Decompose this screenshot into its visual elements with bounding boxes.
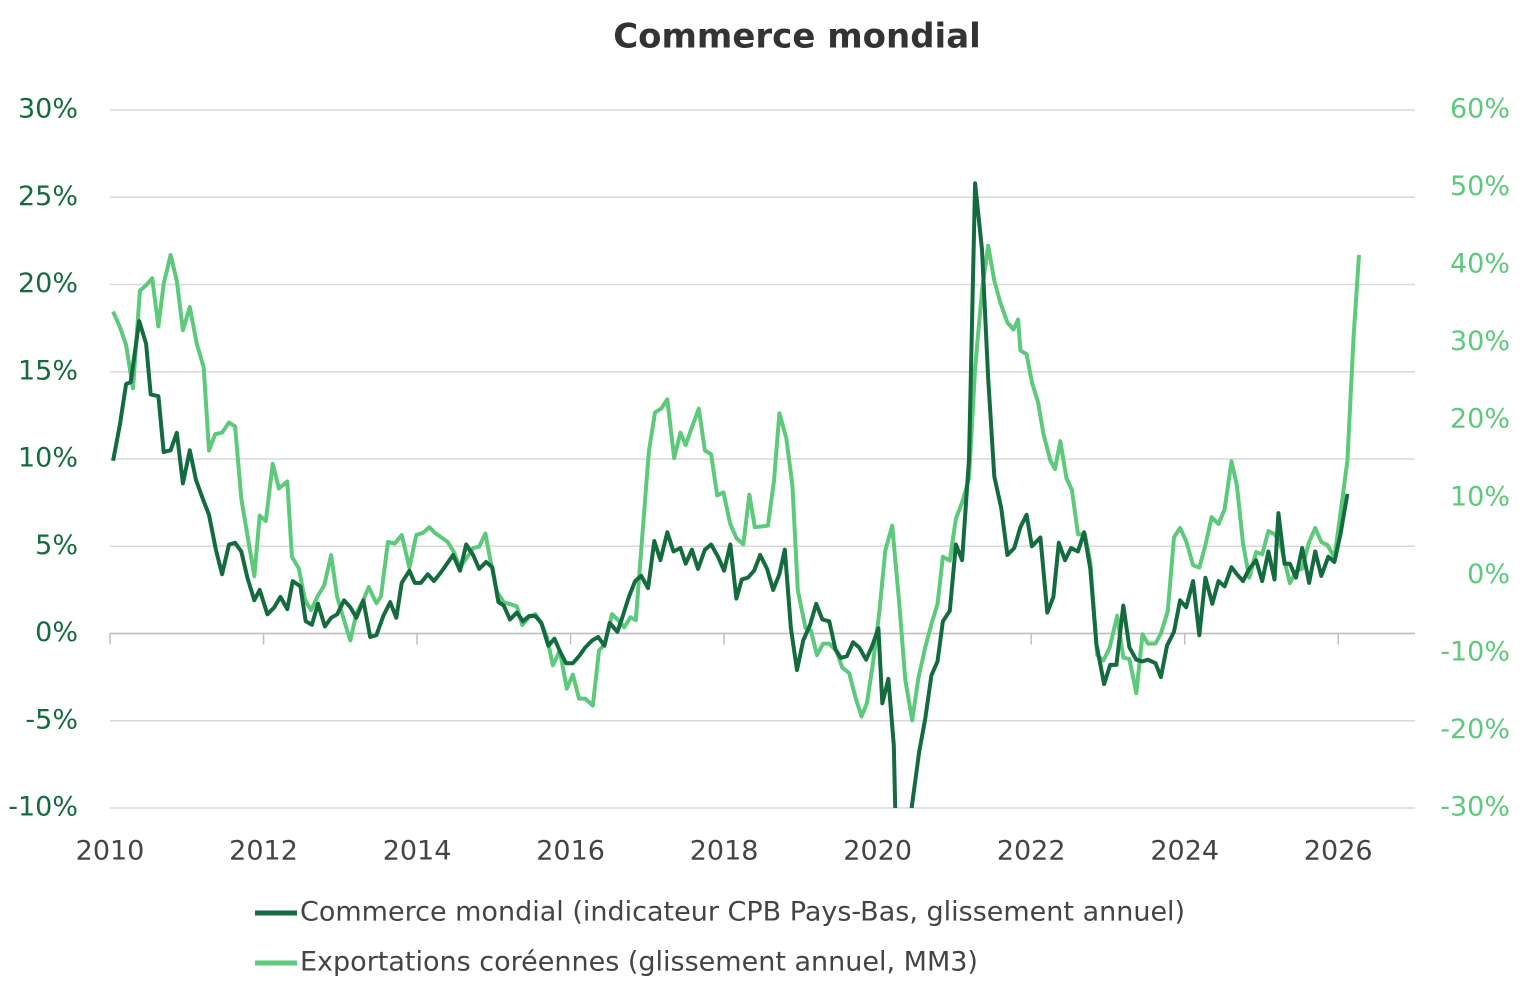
x-tick-label: 2010	[76, 836, 145, 867]
x-tick-label: 2014	[383, 836, 452, 867]
x-tick-label: 2020	[843, 836, 912, 867]
y-tick-label: 0%	[35, 617, 78, 648]
y2-tick-label: 60%	[1450, 94, 1510, 125]
y-tick-label: 20%	[18, 268, 78, 299]
y-tick-label: -10%	[8, 792, 78, 823]
y2-tick-label: 40%	[1450, 249, 1510, 280]
y2-tick-label: 50%	[1450, 171, 1510, 202]
y-tick-label: 15%	[18, 355, 78, 386]
y-tick-label: -5%	[25, 704, 78, 735]
x-tick-label: 2026	[1304, 836, 1373, 867]
legend-label: Commerce mondial (indicateur CPB Pays-Ba…	[300, 897, 1185, 928]
x-tick-label: 2016	[536, 836, 605, 867]
series-line	[111, 243, 1361, 723]
y2-tick-label: 0%	[1467, 559, 1510, 590]
y-tick-label: 5%	[35, 530, 78, 561]
chart-title: Commerce mondial	[613, 17, 981, 57]
series-line	[111, 181, 1350, 808]
legend: Commerce mondial (indicateur CPB Pays-Ba…	[255, 897, 1185, 978]
y2-tick-label: -30%	[1440, 792, 1510, 823]
x-tick-label: 2018	[690, 836, 759, 867]
x-tick-label: 2024	[1150, 836, 1219, 867]
y2-tick-label: 10%	[1450, 481, 1510, 512]
y-tick-label: 10%	[18, 443, 78, 474]
y2-tick-label: 20%	[1450, 404, 1510, 435]
y2-tick-label: -10%	[1440, 636, 1510, 667]
x-tick-label: 2012	[229, 836, 298, 867]
y2-tick-label: 30%	[1450, 326, 1510, 357]
y2-tick-label: -20%	[1440, 714, 1510, 745]
y-tick-label: 25%	[18, 181, 78, 212]
x-tick-label: 2022	[997, 836, 1066, 867]
y-tick-label: 30%	[18, 94, 78, 125]
legend-label: Exportations coréennes (glissement annue…	[300, 947, 978, 978]
